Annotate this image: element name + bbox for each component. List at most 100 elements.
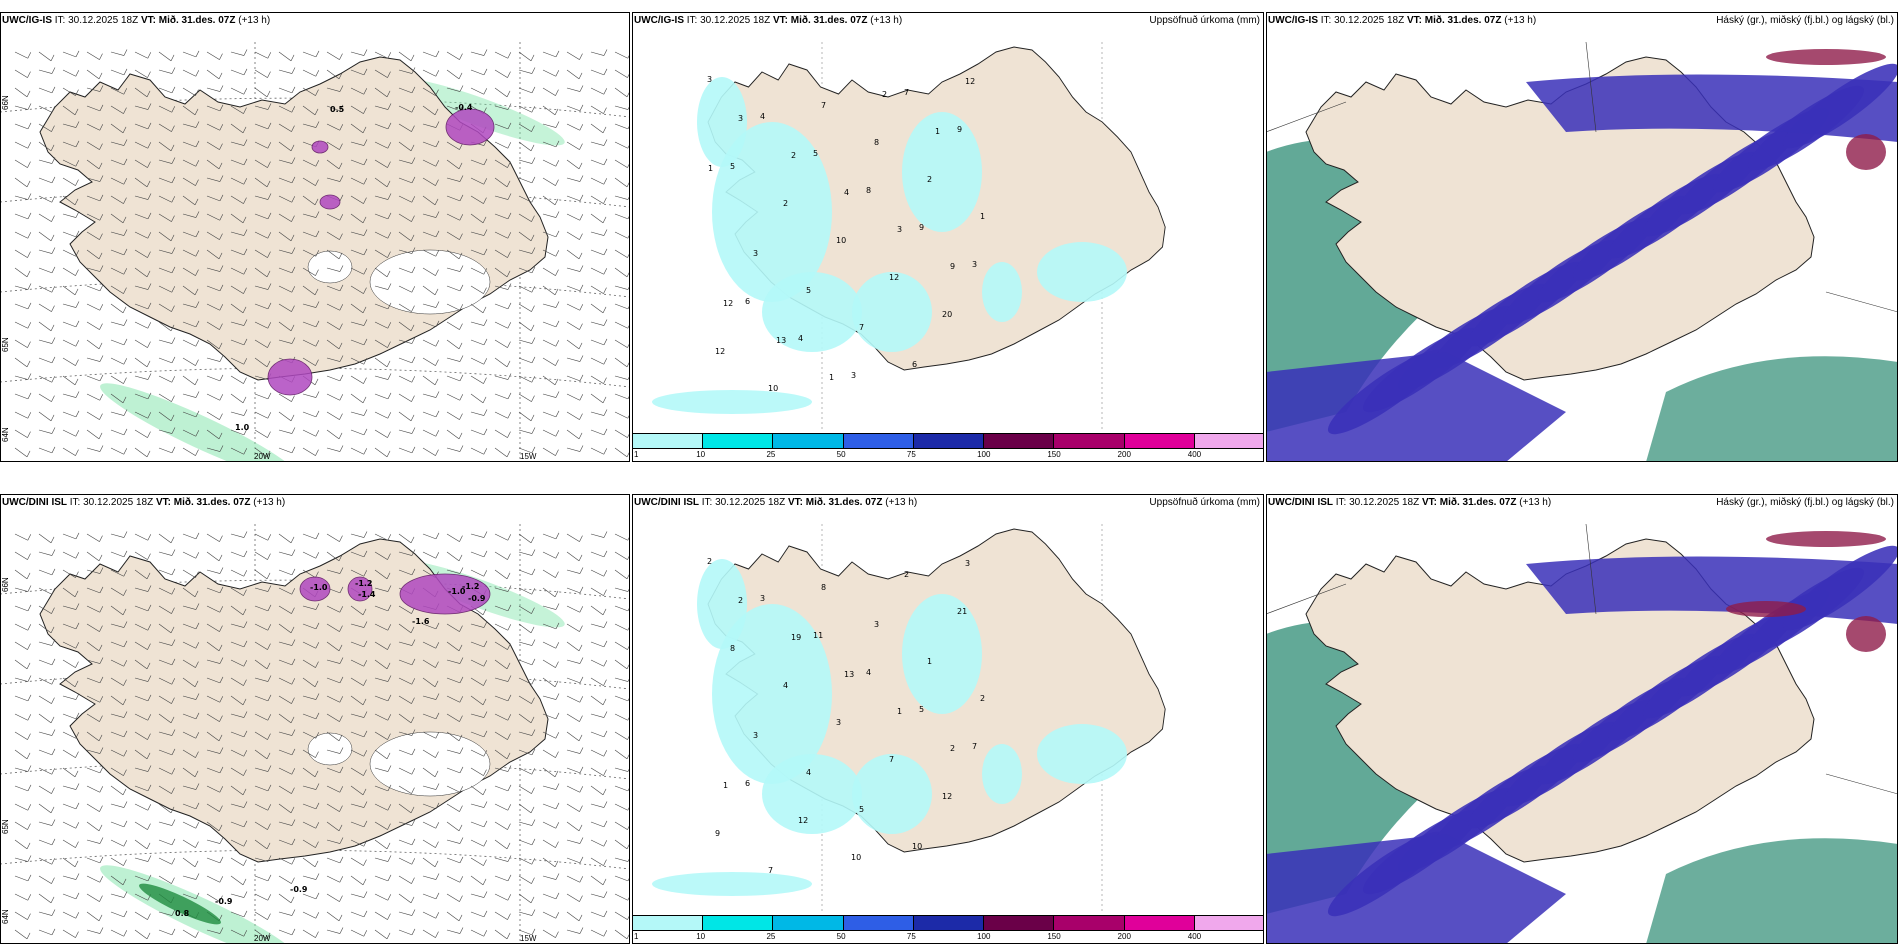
precip-value-label: 10: [768, 384, 778, 393]
row2-lat-64n: 64N: [1, 909, 10, 924]
wind-value-label: -0.9: [468, 594, 486, 603]
colorbar-tick-label: 10: [696, 450, 706, 459]
row1-vt: VT: Mið. 31.des. 07Z: [140, 15, 236, 26]
wind-value-label: -1.0: [310, 583, 328, 592]
wind-value-label: -1.0: [448, 587, 466, 596]
colorbar-tick-label: 25: [766, 450, 776, 459]
precip-value-label: 2: [791, 151, 796, 160]
row1-model: UWC/IG-IS: [2, 15, 52, 26]
precip-value-label: 8: [866, 186, 871, 195]
row2-lead: (+13 h): [253, 497, 286, 508]
row2-lat-65n: 65N: [1, 819, 10, 834]
precip-value-label: 11: [813, 631, 823, 640]
wind-barbs: [14, 49, 630, 458]
precip-value-label: 19: [791, 633, 801, 642]
colorbar-tick-label: 10: [696, 932, 706, 941]
precip-value-label: 7: [821, 101, 826, 110]
colorbar-swatch: [1053, 915, 1125, 931]
precip-value-label: 2: [882, 90, 887, 99]
row2-model: UWC/DINI ISL: [2, 497, 67, 508]
precip-value-label: 2: [783, 199, 788, 208]
precip-value-label: 6: [745, 779, 750, 788]
row2-cloud-title: Háský (gr.), miðský (fj.bl.) og lágský (…: [1716, 497, 1894, 508]
precip-value-label: 2: [927, 175, 932, 184]
colorbar-tick-label: 150: [1047, 450, 1061, 459]
low-cloud-area: [1266, 545, 1898, 944]
colorbar-tick-label: 200: [1117, 450, 1131, 459]
precip-value-label: 7: [889, 755, 894, 764]
precip-value-label: 20: [942, 310, 952, 319]
wind-value-label: -1.4: [358, 590, 376, 599]
wind-value-label: 0.5: [330, 105, 345, 114]
colorbar-swatch: [1123, 433, 1195, 449]
wind-value-label: 0.8: [175, 909, 190, 918]
row2-cloud-map: [1266, 523, 1898, 944]
precip-value-label: 4: [866, 668, 871, 677]
row1-cloud-title: Háský (gr.), miðský (fj.bl.) og lágský (…: [1716, 15, 1894, 26]
row1-panel-precip: 3 4 5 8 9 3 6 4 3 7 9 5 2 10 12 20 12 10 7 8 2 1 3 5 7 6 12 3 2 4 3 9 12…: [632, 12, 1264, 462]
precip-value-label: 2: [950, 744, 955, 753]
precip-value-label: 3: [897, 225, 902, 234]
precip-value-label: 3: [753, 249, 758, 258]
wind-value-label: 1.0: [235, 423, 250, 432]
precip-value-label: 3: [760, 594, 765, 603]
precip-value-label: 4: [806, 768, 811, 777]
precip-value-label: 10: [851, 853, 861, 862]
row2-precip-map: 2311457612102218437129783123451032191312…: [652, 524, 1166, 914]
colorbar-swatch: [912, 915, 985, 931]
colorbar-swatch: [912, 433, 985, 449]
precip-value-label: 12: [798, 816, 808, 825]
precip-value-label: 2: [738, 596, 743, 605]
wind-barbs: [14, 531, 630, 940]
row1-model-p2: UWC/IG-IS: [634, 15, 684, 26]
colorbar-swatch: [772, 433, 844, 449]
colorbar-swatch: [632, 433, 704, 449]
row1-wind-map: 0.5 -0.4 1.0: [0, 42, 630, 462]
colorbar-tick-label: 75: [906, 450, 916, 459]
row1-lat-64n: 64N: [1, 427, 10, 442]
precip-value-label: 9: [957, 125, 962, 134]
precip-value-label: 12: [942, 792, 952, 801]
row2-lon-15w: 15W: [520, 934, 537, 943]
precip-value-label: 1: [708, 164, 713, 173]
precip-value-label: 3: [965, 559, 970, 568]
row1-lat-65n: 65N: [1, 337, 10, 352]
precip-value-label: 1: [935, 127, 940, 136]
precip-value-label: 13: [776, 336, 786, 345]
precip-value-label: 4: [798, 334, 803, 343]
row1-panel-clouds: UWC/IG-IS IT: 30.12.2025 18Z VT: Mið. 31…: [1266, 12, 1898, 462]
high-cloud-area: [1766, 531, 1886, 547]
row2-panel-clouds: UWC/DINI ISL IT: 30.12.2025 18Z VT: Mið.…: [1266, 494, 1898, 944]
colorbar-tick-label: 50: [836, 450, 846, 459]
row2-lon-20w: 20W: [254, 934, 271, 943]
precip-value-label: 3: [707, 75, 712, 84]
colorbar-swatch: [1193, 915, 1264, 931]
colorbar-swatch: [632, 915, 704, 931]
precip-value-label: 2: [707, 557, 712, 566]
row1-lon-15w: 15W: [520, 452, 537, 461]
row1-it: IT: 30.12.2025 18Z: [54, 15, 139, 26]
wind-value-label: -0.9: [215, 897, 233, 906]
precip-value-label: 5: [813, 149, 818, 158]
precip-value-label: 3: [972, 260, 977, 269]
colorbar-tick-label: 25: [766, 932, 776, 941]
precip-value-label: 6: [745, 297, 750, 306]
precip-value-label: 7: [859, 323, 864, 332]
precip-value-label: 4: [844, 188, 849, 197]
precip-value-label: 21: [957, 607, 967, 616]
row1-precip-title: Uppsöfnuð úrkoma (mm): [1149, 15, 1260, 26]
precip-value-label: 6: [912, 360, 917, 369]
colorbar-swatch: [772, 915, 844, 931]
colorbar-tick-label: 100: [977, 450, 991, 459]
precip-value-label: 1: [897, 707, 902, 716]
precip-value-label: 5: [859, 805, 864, 814]
colorbar-tick-label: 400: [1187, 932, 1202, 941]
row1-cloud-map: [1266, 41, 1898, 462]
row2-panel-precip: 2 3 11 4 5 7 6 12 10 2 21 8 4 3 7 12 9 7 8 3 1 2 3 4 5 10 3 2 19 13 1 2…: [632, 494, 1264, 944]
colorbar-tick-label: 100: [977, 932, 991, 941]
row2-wind-map: -1.0 -1.2-1.4 -1.0-1.2-0.9-1.60.8-0.9-0.9: [0, 524, 630, 944]
colorbar-tick-label: 200: [1117, 932, 1131, 941]
precip-value-label: 3: [738, 114, 743, 123]
precip-value-label: 3: [874, 620, 879, 629]
precip-value-label: 8: [821, 583, 826, 592]
